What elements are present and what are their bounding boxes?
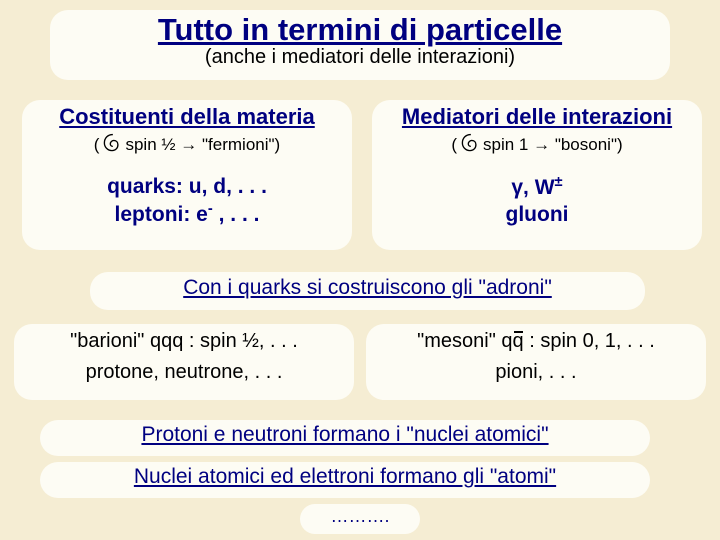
title-box: Tutto in termini di particelle (anche i … xyxy=(50,10,670,80)
main-title: Tutto in termini di particelle xyxy=(50,10,670,48)
barioni-line1: "barioni" qqq : spin ½, . . . xyxy=(14,324,354,353)
w-sup: ± xyxy=(555,174,563,190)
gamma-w-text: γ, W xyxy=(511,176,554,199)
quarks-line: quarks: u, d, . . . xyxy=(22,173,352,200)
mesoni-text-b: : spin 0, 1, . . . xyxy=(524,330,655,352)
mesoni-box: "mesoni" qq : spin 0, 1, . . . pioni, . … xyxy=(366,324,706,400)
qbar-icon: q xyxy=(513,330,524,353)
fermioni-text: "fermioni") xyxy=(197,135,280,154)
mediatori-sub: ( spin 1 → "bosoni") xyxy=(372,132,702,159)
mesoni-line1: "mesoni" qq : spin 0, 1, . . . xyxy=(366,324,706,353)
mediatori-box: Mediatori delle interazioni ( spin 1 → "b… xyxy=(372,100,702,250)
atomi-box: Nuclei atomici ed elettroni formano gli … xyxy=(40,462,650,498)
leptoni-line: leptoni: e- , . . . xyxy=(22,200,352,228)
nuclei-text: Protoni e neutroni formano i "nuclei ato… xyxy=(40,420,650,447)
barioni-box: "barioni" qqq : spin ½, . . . protone, n… xyxy=(14,324,354,400)
mediatori-body: γ, W± gluoni xyxy=(372,173,702,229)
leptoni-rest: , . . . xyxy=(213,203,260,226)
leptoni-text: leptoni: e xyxy=(115,203,208,226)
arrow-icon: → xyxy=(180,135,197,154)
mesoni-line2: pioni, . . . xyxy=(366,361,706,384)
costituenti-body: quarks: u, d, . . . leptoni: e- , . . . xyxy=(22,173,352,229)
costituenti-sub: ( spin ½ → "fermioni") xyxy=(22,132,352,159)
mediatori-heading: Mediatori delle interazioni xyxy=(372,104,702,130)
bosoni-text: "bosoni") xyxy=(550,135,623,154)
dots-box: ………. xyxy=(300,504,420,534)
spin-text: spin 1 xyxy=(483,135,533,154)
costituenti-heading: Costituenti della materia xyxy=(22,104,352,130)
paren-open: ( xyxy=(94,135,100,154)
subtitle: (anche i mediatori delle interazioni) xyxy=(50,46,670,69)
arrow-icon: → xyxy=(533,135,550,154)
spin-text: spin ½ xyxy=(125,135,180,154)
dots-text: ………. xyxy=(300,504,420,527)
barioni-line2: protone, neutrone, . . . xyxy=(14,361,354,384)
adroni-box: Con i quarks si costruiscono gli "adroni… xyxy=(90,272,645,310)
gamma-w-line: γ, W± xyxy=(372,173,702,201)
atomi-text: Nuclei atomici ed elettroni formano gli … xyxy=(40,462,650,489)
spiral-icon xyxy=(101,132,123,159)
mesoni-text-a: "mesoni" q xyxy=(417,330,512,352)
adroni-text: Con i quarks si costruiscono gli "adroni… xyxy=(90,272,645,300)
spiral-icon xyxy=(459,132,481,159)
gluoni-line: gluoni xyxy=(372,201,702,228)
costituenti-box: Costituenti della materia ( spin ½ → "fer… xyxy=(22,100,352,250)
nuclei-box: Protoni e neutroni formano i "nuclei ato… xyxy=(40,420,650,456)
paren-open: ( xyxy=(451,135,457,154)
